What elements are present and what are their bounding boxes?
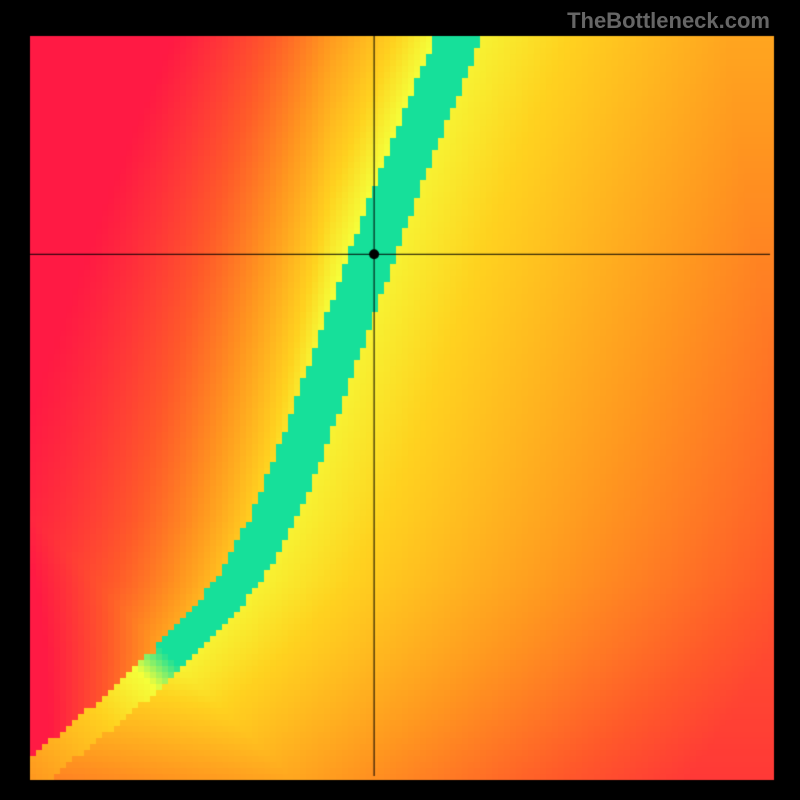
- chart-container: TheBottleneck.com: [0, 0, 800, 800]
- watermark-text: TheBottleneck.com: [567, 8, 770, 34]
- heatmap-canvas: [0, 0, 800, 800]
